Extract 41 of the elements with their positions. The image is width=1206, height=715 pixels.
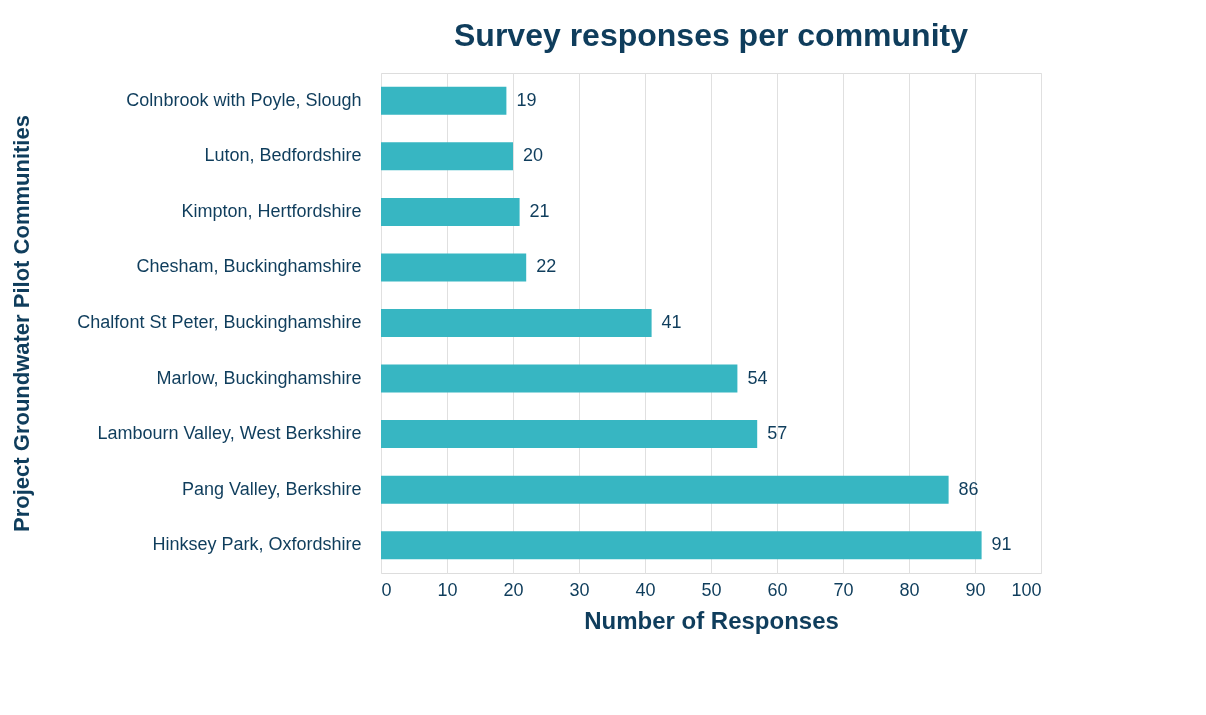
bar xyxy=(381,475,949,504)
data-label: 54 xyxy=(747,367,768,388)
chart-title: Survey responses per community xyxy=(454,17,969,53)
x-tick-label: 0 xyxy=(381,579,392,600)
data-label: 41 xyxy=(661,312,682,332)
y-tick-label: Luton, Bedfordshire xyxy=(204,145,362,166)
data-label: 19 xyxy=(516,89,537,110)
y-tick-label: Marlow, Buckinghamshire xyxy=(156,367,362,388)
y-tick-label: Lambourn Valley, West Berkshire xyxy=(97,423,362,444)
x-tick-label: 50 xyxy=(701,579,722,600)
bar xyxy=(381,309,652,337)
y-tick-label: Chesham, Buckinghamshire xyxy=(136,256,362,277)
data-label: 20 xyxy=(523,145,544,166)
x-axis-title: Number of Responses xyxy=(584,606,839,634)
y-tick-label: Hinksey Park, Oxfordshire xyxy=(152,534,362,555)
x-tick-label: 80 xyxy=(899,579,920,600)
bar xyxy=(381,86,507,115)
x-tick-label: 60 xyxy=(767,579,788,600)
bar xyxy=(381,531,982,560)
y-tick-label: Kimpton, Hertfordshire xyxy=(181,200,362,221)
x-tick-label: 20 xyxy=(503,579,524,600)
bar xyxy=(381,197,520,226)
bar xyxy=(381,364,738,393)
bar xyxy=(381,420,758,449)
bar xyxy=(381,142,513,171)
x-tick-label: 10 xyxy=(437,579,458,600)
y-tick-label: Colnbrook with Poyle, Slough xyxy=(126,89,362,110)
x-tick-label: 30 xyxy=(569,579,590,600)
x-tick-label: 90 xyxy=(965,579,986,600)
x-tick-label: 70 xyxy=(833,579,854,600)
x-tick-label: 40 xyxy=(635,579,656,600)
x-tick-label: 100 xyxy=(1011,579,1042,600)
y-axis-title: Project Groundwater Pilot Communities xyxy=(8,115,34,532)
y-tick-label: Chalfont St Peter, Buckinghamshire xyxy=(77,312,362,332)
data-label: 91 xyxy=(991,534,1012,555)
data-label: 86 xyxy=(958,478,979,499)
data-label: 57 xyxy=(767,423,788,444)
data-label: 22 xyxy=(536,256,557,277)
y-tick-label: Pang Valley, Berkshire xyxy=(182,478,362,499)
bar xyxy=(381,253,527,282)
data-label: 21 xyxy=(529,200,550,221)
